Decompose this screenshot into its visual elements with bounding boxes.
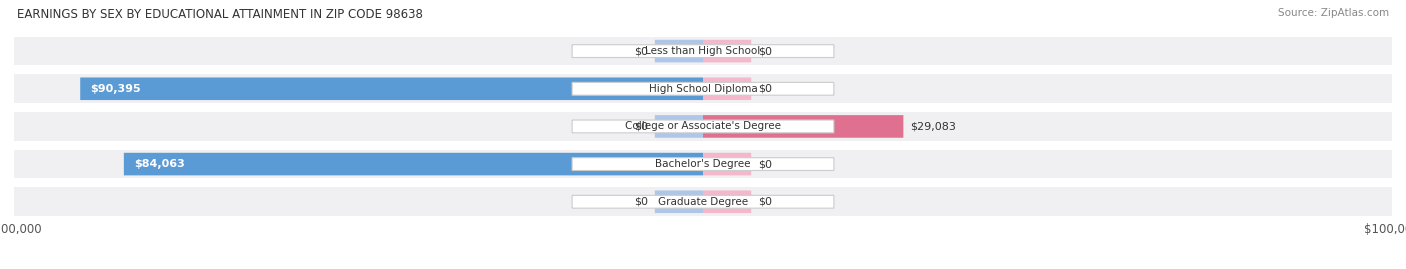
Text: $0: $0 — [758, 84, 772, 94]
FancyBboxPatch shape — [703, 77, 751, 100]
FancyBboxPatch shape — [124, 153, 703, 175]
Text: $90,395: $90,395 — [90, 84, 141, 94]
FancyBboxPatch shape — [572, 158, 834, 171]
FancyBboxPatch shape — [655, 115, 703, 138]
FancyBboxPatch shape — [655, 190, 703, 213]
Text: $0: $0 — [758, 159, 772, 169]
Text: Less than High School: Less than High School — [645, 46, 761, 56]
Bar — [14, 150, 1392, 178]
FancyBboxPatch shape — [703, 153, 751, 175]
Text: High School Diploma: High School Diploma — [648, 84, 758, 94]
FancyBboxPatch shape — [80, 77, 703, 100]
FancyBboxPatch shape — [703, 115, 904, 138]
FancyBboxPatch shape — [572, 120, 834, 133]
Bar — [14, 75, 1392, 103]
Text: $0: $0 — [634, 197, 648, 207]
Text: Source: ZipAtlas.com: Source: ZipAtlas.com — [1278, 8, 1389, 18]
Text: $0: $0 — [758, 197, 772, 207]
Bar — [14, 37, 1392, 65]
FancyBboxPatch shape — [572, 82, 834, 95]
Text: EARNINGS BY SEX BY EDUCATIONAL ATTAINMENT IN ZIP CODE 98638: EARNINGS BY SEX BY EDUCATIONAL ATTAINMEN… — [17, 8, 423, 21]
Text: $0: $0 — [634, 121, 648, 132]
Text: Graduate Degree: Graduate Degree — [658, 197, 748, 207]
Bar — [14, 187, 1392, 216]
Text: $0: $0 — [758, 46, 772, 56]
FancyBboxPatch shape — [703, 40, 751, 62]
Text: Bachelor's Degree: Bachelor's Degree — [655, 159, 751, 169]
FancyBboxPatch shape — [703, 190, 751, 213]
Text: $84,063: $84,063 — [134, 159, 186, 169]
Text: $0: $0 — [634, 46, 648, 56]
Text: $29,083: $29,083 — [910, 121, 956, 132]
Text: College or Associate's Degree: College or Associate's Degree — [626, 121, 780, 132]
FancyBboxPatch shape — [572, 45, 834, 58]
Bar — [14, 112, 1392, 141]
FancyBboxPatch shape — [572, 195, 834, 208]
FancyBboxPatch shape — [655, 40, 703, 62]
